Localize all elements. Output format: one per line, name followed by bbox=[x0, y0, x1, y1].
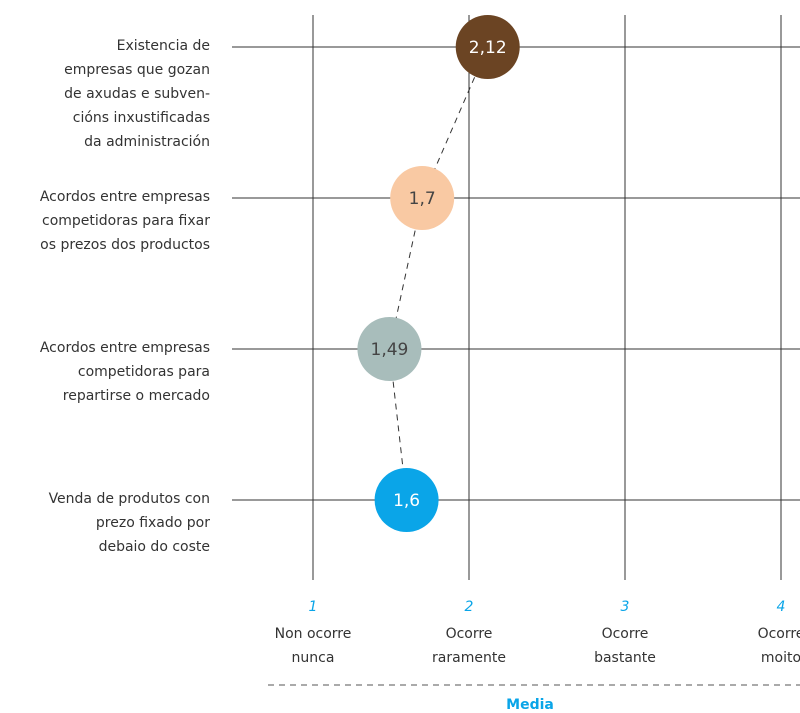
category-label: prezo fixado por bbox=[96, 515, 210, 531]
category-label: Acordos entre empresas bbox=[40, 189, 210, 205]
category-label: competidoras para bbox=[78, 364, 210, 380]
x-tick-description: Ocorre bbox=[758, 626, 800, 642]
category-label: competidoras para fixar bbox=[42, 213, 210, 229]
category-label: Existencia de bbox=[117, 38, 210, 54]
x-tick-label: 3 bbox=[621, 599, 630, 615]
category-label: os prezos dos productos bbox=[40, 237, 210, 253]
value-label: 2,12 bbox=[469, 38, 507, 58]
value-label: 1,6 bbox=[393, 491, 420, 511]
x-tick-description: moito bbox=[761, 650, 800, 666]
value-label: 1,49 bbox=[371, 340, 409, 360]
category-label: Acordos entre empresas bbox=[40, 340, 210, 356]
dot bbox=[374, 468, 439, 532]
dot bbox=[455, 15, 520, 79]
connector bbox=[388, 46, 489, 501]
x-tick-description: nunca bbox=[292, 650, 335, 666]
x-tick-label: 2 bbox=[465, 599, 474, 615]
x-tick-label: 1 bbox=[309, 599, 318, 615]
x-tick-description: Ocorre bbox=[446, 626, 493, 642]
category-label: cións inxustificadas bbox=[73, 110, 210, 126]
category-label: repartirse o mercado bbox=[63, 388, 210, 404]
x-tick-description: raramente bbox=[432, 650, 506, 666]
x-axis-label: Media bbox=[506, 697, 554, 713]
category-label: da administración bbox=[84, 134, 210, 150]
x-tick-description: Ocorre bbox=[602, 626, 649, 642]
category-label: empresas que gozan bbox=[64, 62, 210, 78]
x-tick-description: bastante bbox=[594, 650, 656, 666]
x-tick-description: Non ocorre bbox=[275, 626, 352, 642]
dot bbox=[390, 166, 455, 230]
category-label: de axudas e subven- bbox=[64, 86, 210, 102]
value-label: 1,7 bbox=[409, 189, 436, 209]
category-label: Venda de produtos con bbox=[49, 491, 210, 507]
dot bbox=[357, 317, 422, 381]
x-tick-label: 4 bbox=[777, 599, 786, 615]
category-label: debaio do coste bbox=[99, 539, 210, 555]
